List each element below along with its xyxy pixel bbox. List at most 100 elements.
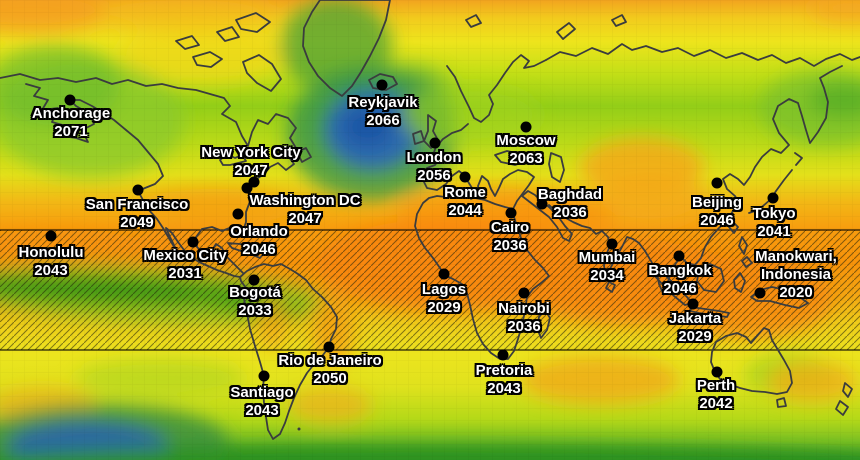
falkland-islands (297, 427, 301, 431)
city-year: 2056 (417, 167, 451, 184)
coast-caribbean-islands (227, 242, 265, 259)
coast-taiwan-philippines (728, 221, 753, 268)
city-year: 2046 (663, 280, 697, 297)
city-dot (132, 184, 144, 196)
city-year: 2020 (779, 284, 813, 301)
city-label: Santiago 2043 (230, 384, 293, 420)
city-name: Bogotá (229, 284, 281, 301)
city-dot (505, 207, 517, 219)
city-label: Honolulu 2043 (19, 244, 84, 280)
caspian-sea (548, 152, 565, 183)
city-dot (376, 79, 388, 91)
coast-australia (710, 327, 793, 395)
city-label: Manokwari, Indonesia 2020 (755, 248, 837, 302)
city-dot (429, 137, 441, 149)
city-year: 2041 (757, 223, 791, 240)
city-year: 2066 (366, 112, 400, 129)
city-dot (673, 250, 685, 262)
city-name: Manokwari, Indonesia (755, 248, 837, 283)
city-year: 2036 (553, 204, 587, 221)
city-dot (232, 208, 244, 220)
city-label: Tokyo 2041 (752, 205, 795, 241)
city-name: Jakarta (668, 310, 722, 327)
city-label: Moscow 2063 (496, 132, 555, 168)
city-dot (754, 287, 766, 299)
city-dot (520, 121, 532, 133)
city-dot (241, 182, 253, 194)
city-name: New York City (201, 144, 301, 161)
city-year: 2046 (242, 241, 276, 258)
city-name: Perth (696, 377, 736, 394)
city-name: Tokyo (752, 205, 796, 222)
coast-sri-lanka (605, 281, 616, 293)
city-label: Bogotá 2033 (229, 284, 281, 320)
city-year: 2033 (238, 302, 272, 319)
coast-north-america-east (0, 73, 297, 274)
city-label: Anchorage 2071 (32, 105, 110, 141)
city-label: Perth 2042 (697, 377, 735, 413)
city-year: 2034 (590, 267, 624, 284)
coast-north-america-west (25, 83, 241, 278)
city-dot (187, 236, 199, 248)
coast-sulawesi (733, 272, 746, 293)
city-year: 2046 (700, 212, 734, 229)
city-dot (438, 268, 450, 280)
city-year: 2043 (487, 380, 521, 397)
city-name: Honolulu (18, 244, 84, 261)
city-label: San Francisco 2049 (86, 196, 189, 232)
coast-siberia-north (545, 43, 860, 67)
city-name: Mumbai (578, 249, 636, 266)
coast-east-asia (548, 65, 843, 294)
city-dot (45, 230, 57, 242)
city-label: Cairo 2036 (491, 219, 529, 255)
city-label: Rio de Janeiro 2050 (278, 352, 381, 388)
city-dot (536, 198, 548, 210)
city-label: Washington DC 2047 (249, 192, 360, 228)
coast-iceland (368, 73, 398, 91)
city-label: Lagos 2029 (422, 281, 466, 317)
coast-scandinavia (446, 54, 547, 123)
city-year: 2071 (54, 123, 88, 140)
city-year: 2047 (288, 210, 322, 227)
city-name: Reykjavik (348, 94, 418, 111)
city-year: 2029 (678, 328, 712, 345)
city-dot (606, 238, 618, 250)
city-dot (323, 341, 335, 353)
city-name: Orlando (230, 223, 288, 240)
city-year: 2043 (34, 262, 68, 279)
city-year: 2042 (699, 395, 733, 412)
coast-madagascar (536, 309, 551, 339)
city-name: Bangkok (648, 262, 712, 279)
great-lakes (219, 153, 247, 166)
city-year: 2029 (427, 299, 461, 316)
black-sea (494, 150, 528, 166)
city-name: Mexico City (143, 247, 227, 264)
city-label: Baghdad 2036 (538, 186, 602, 222)
city-label: Beijing 2046 (692, 194, 742, 230)
city-label: Pretoria 2043 (476, 362, 533, 398)
city-year: 2043 (245, 402, 279, 419)
city-dot (767, 192, 779, 204)
city-dot (248, 274, 260, 286)
city-dot (711, 177, 723, 189)
coast-java (689, 306, 730, 318)
city-name: Baghdad (537, 186, 603, 203)
city-name: Santiago (230, 384, 294, 401)
coast-borneo (696, 263, 725, 293)
city-label: Orlando 2046 (230, 223, 288, 259)
city-label: Reykjavik 2066 (348, 94, 417, 130)
city-name: Moscow (496, 132, 556, 149)
city-label: Jakarta 2029 (669, 310, 722, 346)
city-dot (459, 171, 471, 183)
city-label: Mexico City 2031 (143, 247, 226, 283)
city-year: 2036 (493, 237, 527, 254)
coast-arabia (521, 190, 573, 242)
city-year: 2049 (120, 214, 154, 231)
city-name: Anchorage (31, 105, 111, 122)
city-dot (64, 94, 76, 106)
coast-islands-arctic-russia (465, 14, 627, 40)
city-label: New York City 2047 (201, 144, 300, 180)
